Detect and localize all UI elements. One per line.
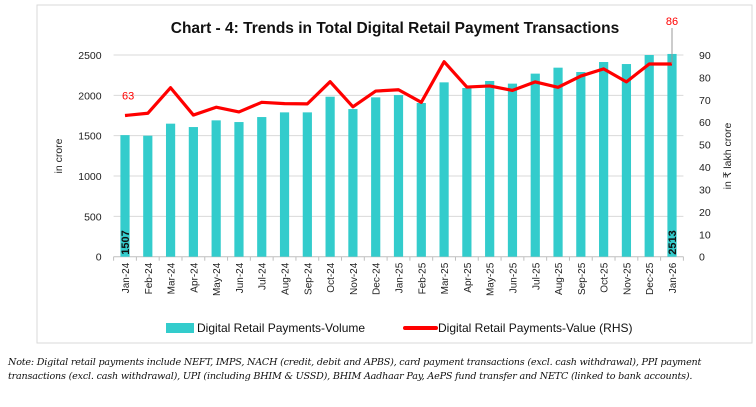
x-tick-label: May-25 [486,262,497,296]
y2-tick-label: 50 [699,140,711,152]
bar-volume [462,87,472,257]
line-label-last: 86 [666,16,678,28]
bar-label-last: 2513 [667,230,679,254]
legend-swatch-volume [166,323,194,333]
x-tick-label: Aug-24 [281,262,292,295]
x-tick-label: May-24 [212,262,223,296]
bar-volume [667,53,677,257]
bar-volume [644,55,654,257]
y2-tick-label: 70 [699,95,711,107]
y2-axis-title: in ₹ lakh crore [722,122,734,189]
bar-volume [143,135,153,257]
x-tick-label: Feb-25 [417,262,428,294]
bar-volume [553,67,563,257]
note: Note: Digital retail payments include NE… [8,356,748,384]
x-tick-label: Mar-25 [440,262,451,294]
x-tick-label: Sep-24 [303,262,314,295]
x-tick-label: Nov-24 [349,262,360,295]
bar-volume [371,97,381,257]
y2-tick-label: 30 [699,184,711,196]
x-tick-label: Feb-24 [144,262,155,294]
x-tick-label: Aug-25 [554,262,565,295]
x-tick-label: Jun-24 [235,262,246,293]
y2-tick-label: 40 [699,162,711,174]
legend: Digital Retail Payments-Volume Digital R… [166,321,633,335]
bar-volume [302,112,312,257]
y2-tick-label: 80 [699,72,711,84]
bar-volume [576,72,586,257]
x-tick-label: Apr-25 [463,262,474,292]
bar-volume [485,80,495,257]
note-text: Digital retail payments include NEFT, IM… [8,357,702,382]
y2-tick-label: 20 [699,207,711,219]
bar-volume [211,120,221,257]
bar-volume [621,64,632,257]
x-tick-label: Apr-24 [189,262,200,292]
chart: Chart - 4: Trends in Total Digital Retai… [36,4,753,344]
y2-tick-label: 90 [699,50,711,62]
x-tick-label: Mar-24 [167,262,178,294]
bar-volume [530,73,540,257]
x-tick-label: Dec-25 [645,262,656,295]
x-tick-label: Jan-25 [395,262,406,293]
bar-volume [234,122,244,257]
x-tick-label: Oct-25 [600,262,611,292]
x-tick-label: Dec-24 [372,262,383,295]
y-tick-label: 2000 [78,90,102,102]
bar-volume [393,95,404,257]
bar-volume [325,96,335,257]
bar-volume [439,82,449,257]
x-tick-label: Nov-25 [622,262,633,295]
bar-volume [416,103,426,257]
y-tick-label: 1000 [78,171,102,183]
x-tick-label: Jul-25 [531,262,542,290]
y2-tick-label: 0 [699,252,705,264]
bar-label-first: 1507 [120,230,132,254]
y-tick-label: 500 [84,211,102,223]
x-tick-label: Oct-24 [326,262,337,292]
y-tick-label: 2500 [78,50,102,62]
bar-volume [507,83,518,257]
bar-volume [120,135,130,257]
chart-title: Chart - 4: Trends in Total Digital Retai… [171,20,619,37]
x-tick-label: Sep-25 [577,262,588,295]
y2-tick-label: 10 [699,229,711,241]
bar-volume [165,123,176,257]
bar-volume [348,109,358,257]
y-tick-label: 0 [96,252,102,264]
y-axis-title: in crore [53,138,65,173]
legend-label-volume: Digital Retail Payments-Volume [197,321,365,335]
note-label: Note: [8,357,34,368]
legend-label-value: Digital Retail Payments-Value (RHS) [438,321,633,335]
x-tick-label: Jan-26 [668,262,679,293]
x-tick-label: Jul-24 [258,262,269,290]
y-tick-label: 1500 [78,131,102,143]
bar-volume [279,112,290,257]
bar-volume [188,127,198,257]
line-label-first: 63 [122,91,134,103]
y2-tick-label: 60 [699,117,711,129]
x-tick-label: Jun-25 [508,262,519,293]
x-tick-label: Jan-24 [121,262,132,293]
bar-volume [599,62,609,257]
bar-volume [257,117,267,257]
